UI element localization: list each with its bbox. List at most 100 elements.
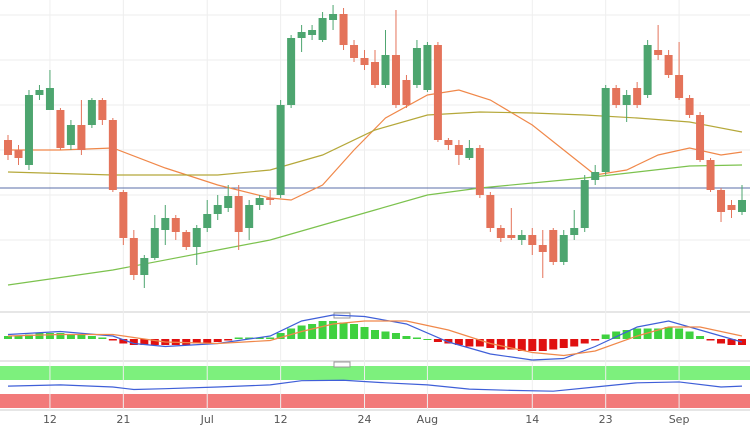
histogram-bar [224, 339, 233, 341]
candle-body [727, 205, 736, 210]
histogram-bar [643, 328, 652, 339]
histogram-bar [433, 339, 442, 342]
candle-body [486, 195, 495, 228]
histogram-bar [685, 331, 694, 339]
histogram-bar [108, 339, 117, 341]
histogram-bar [444, 339, 453, 344]
indicator-line [7, 111, 743, 176]
candle-body [612, 88, 621, 105]
candle-body [412, 48, 421, 85]
candle-body [433, 45, 442, 140]
histogram-bar [329, 321, 338, 339]
x-tick-label: Jul [200, 413, 214, 426]
histogram-bar [402, 336, 411, 339]
histogram-bar [14, 336, 23, 339]
x-tick-label: 12 [43, 413, 57, 426]
candle-body [192, 228, 201, 247]
histogram-bar [98, 337, 107, 339]
histogram-bar [66, 334, 75, 339]
overbought-band [0, 366, 750, 380]
histogram-bar [612, 331, 621, 339]
histogram-bar [318, 321, 327, 339]
candle-body [224, 196, 233, 208]
candle-body [559, 235, 568, 262]
histogram-bar [391, 333, 400, 339]
candle-body [234, 196, 243, 232]
candle-body [738, 200, 746, 212]
histogram-bar [496, 339, 505, 350]
candle-body [423, 45, 432, 90]
candle-body [35, 90, 44, 95]
histogram-bar [538, 339, 547, 351]
histogram-bar [213, 339, 222, 342]
candle-body [171, 218, 180, 232]
histogram-bar [454, 339, 463, 345]
candle-body [465, 148, 474, 158]
candle-body [150, 228, 159, 258]
histogram-bar [203, 339, 212, 344]
candle-body [350, 45, 359, 58]
candle-body [580, 180, 589, 228]
candle-body [507, 235, 516, 238]
candle-body [245, 205, 254, 228]
candle-body [329, 14, 338, 20]
histogram-bar [45, 333, 54, 339]
candle-body [601, 88, 610, 172]
histogram-bar [675, 328, 684, 339]
histogram-bar [56, 333, 65, 339]
histogram-bar [77, 334, 86, 339]
histogram-bar [633, 328, 642, 339]
candle-body [308, 30, 317, 35]
candle-body [4, 140, 12, 155]
histogram-bar [664, 327, 673, 339]
histogram-bar [622, 330, 631, 339]
candle-body [77, 125, 86, 150]
histogram-bar [297, 325, 306, 339]
histogram-bar [308, 324, 317, 339]
candle-body [496, 228, 505, 238]
histogram-bar [528, 339, 537, 351]
candle-body [297, 32, 306, 38]
histogram-bar [570, 339, 579, 347]
indicator-line [7, 320, 743, 357]
histogram-bar [360, 327, 369, 339]
oversold-band [0, 394, 750, 408]
candle-body [643, 45, 652, 95]
candle-body [360, 58, 369, 65]
candle-body [339, 14, 348, 45]
candle-body [664, 55, 673, 75]
candle-body [591, 172, 600, 180]
histogram-bar [517, 339, 526, 351]
candle-body [654, 50, 663, 55]
histogram-bar [507, 339, 516, 350]
candle-body [24, 95, 33, 165]
histogram-bar [591, 339, 600, 341]
candle-body [203, 214, 212, 228]
candle-body [161, 218, 170, 230]
candle-body [213, 205, 222, 214]
candle-body [276, 105, 285, 195]
indicator-line [7, 314, 743, 361]
handle[interactable] [333, 361, 351, 368]
candle-body [528, 235, 537, 245]
histogram-bar [35, 333, 44, 339]
histogram-bar [412, 337, 421, 339]
candle-body [266, 198, 275, 200]
candle-body [140, 258, 149, 275]
histogram-bar [234, 337, 243, 339]
histogram-bar [549, 339, 558, 350]
indicator-line [7, 164, 743, 286]
histogram-bar [601, 334, 610, 339]
candle-body [685, 98, 694, 115]
histogram-bar [371, 330, 379, 339]
candle-body [14, 150, 23, 158]
candle-body [182, 232, 191, 247]
x-tick-label: 24 [358, 413, 372, 426]
histogram-bar [255, 337, 264, 339]
candle-body [98, 100, 107, 120]
histogram-bar [580, 339, 589, 344]
candle-body [538, 245, 547, 252]
x-tick-label: 12 [274, 413, 288, 426]
histogram-bar [245, 337, 254, 339]
candle-body [56, 110, 65, 148]
